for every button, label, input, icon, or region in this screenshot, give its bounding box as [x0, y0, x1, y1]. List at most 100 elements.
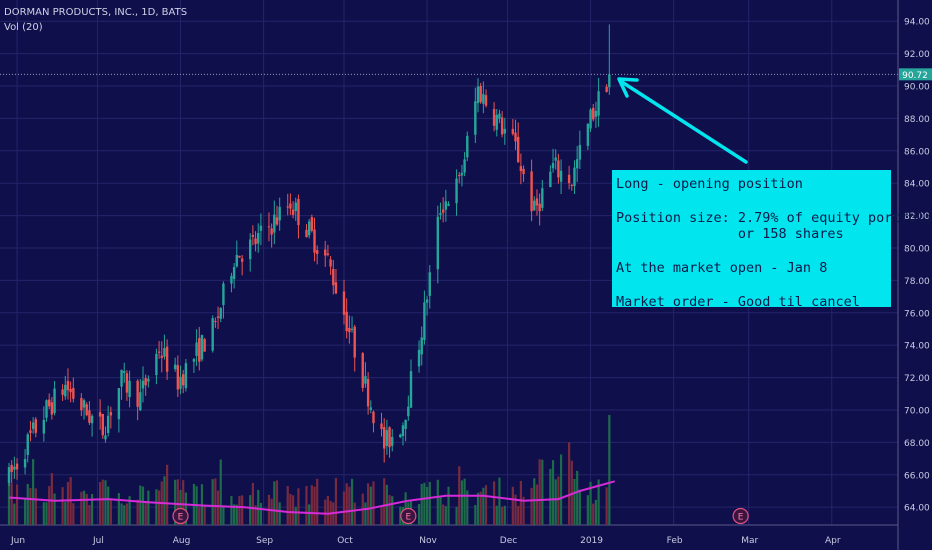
- candle-body: [549, 171, 552, 187]
- candle-body: [484, 95, 488, 106]
- candle: [439, 202, 442, 220]
- volume-bar: [353, 502, 356, 525]
- candle-body: [425, 299, 429, 303]
- candle: [428, 265, 431, 309]
- y-tick-label: 78.00: [904, 277, 930, 287]
- candle: [64, 375, 67, 400]
- candle-body: [88, 410, 91, 423]
- note-line: Market order - Good til cancel: [616, 294, 860, 310]
- candle: [589, 107, 592, 132]
- volume-bar: [270, 498, 273, 525]
- volume-bar: [259, 502, 263, 525]
- candle: [289, 193, 292, 215]
- volume-bar: [511, 486, 514, 525]
- volume-bar: [184, 492, 187, 525]
- volume-bar: [570, 460, 573, 525]
- volume-bar: [203, 505, 206, 525]
- x-tick-label: Apr: [825, 536, 841, 546]
- volume-bar: [214, 478, 217, 525]
- candle-body: [165, 346, 169, 372]
- candle: [407, 395, 410, 421]
- candle: [61, 384, 64, 401]
- volume-bar: [297, 488, 300, 525]
- candle: [291, 201, 295, 219]
- volume-bar: [120, 503, 123, 525]
- candle-body: [444, 201, 448, 210]
- candle-body: [257, 232, 260, 244]
- candle: [455, 169, 458, 216]
- volume-bar: [64, 501, 67, 525]
- candle-body: [559, 170, 563, 182]
- candle: [179, 365, 182, 395]
- volume-bar: [26, 483, 29, 525]
- earnings-marker-label: E: [738, 513, 744, 523]
- volume-bar: [476, 492, 480, 525]
- candle-body: [179, 376, 182, 389]
- candle: [13, 456, 16, 479]
- candle-body: [326, 253, 330, 255]
- candle: [34, 417, 37, 438]
- volume-bar: [13, 503, 16, 525]
- volume-bar: [436, 479, 439, 525]
- y-tick-label: 74.00: [904, 342, 930, 352]
- candle: [503, 117, 506, 145]
- candle-body: [7, 467, 11, 483]
- volume-bar: [61, 487, 64, 525]
- candle: [104, 426, 107, 443]
- volume-bar: [211, 479, 214, 525]
- candle-body: [608, 74, 611, 88]
- candle: [120, 369, 123, 400]
- candle-body: [275, 217, 279, 225]
- candle-body: [455, 178, 458, 204]
- candle-body: [182, 374, 185, 386]
- candle-body: [479, 85, 482, 103]
- candle-body: [570, 184, 573, 186]
- candle-body: [592, 107, 595, 120]
- candle: [48, 393, 51, 410]
- candle-body: [458, 175, 461, 177]
- volume-bar: [88, 504, 91, 525]
- earnings-marker-circle: [732, 507, 749, 525]
- candle-body: [361, 353, 364, 388]
- candle-body: [372, 411, 375, 424]
- note-line: or 158 shares: [616, 226, 844, 242]
- volume-bar: [48, 486, 51, 525]
- candle-body: [85, 404, 88, 416]
- volume-bar: [367, 483, 370, 525]
- candle: [200, 334, 204, 362]
- candle: [50, 396, 54, 420]
- candle-body: [586, 123, 590, 146]
- volume-bar: [538, 459, 541, 525]
- candle-body: [163, 348, 166, 357]
- volume-bar: [605, 487, 608, 525]
- candle-body: [369, 407, 372, 410]
- volume-bar: [254, 505, 257, 525]
- candle-body: [423, 302, 426, 340]
- volume-bar: [334, 477, 338, 525]
- candle-body: [34, 419, 37, 433]
- candle: [98, 399, 102, 430]
- candle: [388, 426, 391, 458]
- candle-body: [541, 188, 544, 208]
- candle: [251, 225, 255, 246]
- volume-bar: [530, 487, 533, 525]
- candle-body: [238, 255, 241, 258]
- volume-bar: [578, 489, 581, 525]
- y-tick-label: 86.00: [904, 147, 930, 157]
- candle-body: [463, 159, 466, 173]
- volume-bar: [533, 478, 536, 525]
- candle-body: [407, 406, 410, 417]
- candle: [592, 103, 595, 122]
- candle-body: [305, 229, 308, 238]
- volume-bar: [90, 493, 94, 525]
- candle: [342, 279, 346, 325]
- candle: [31, 417, 35, 434]
- volume-bar: [463, 478, 466, 525]
- candle: [125, 370, 129, 401]
- candle: [567, 165, 571, 190]
- y-tick-label: 68.00: [904, 439, 930, 449]
- candle: [316, 245, 319, 265]
- volume-bar: [305, 486, 308, 525]
